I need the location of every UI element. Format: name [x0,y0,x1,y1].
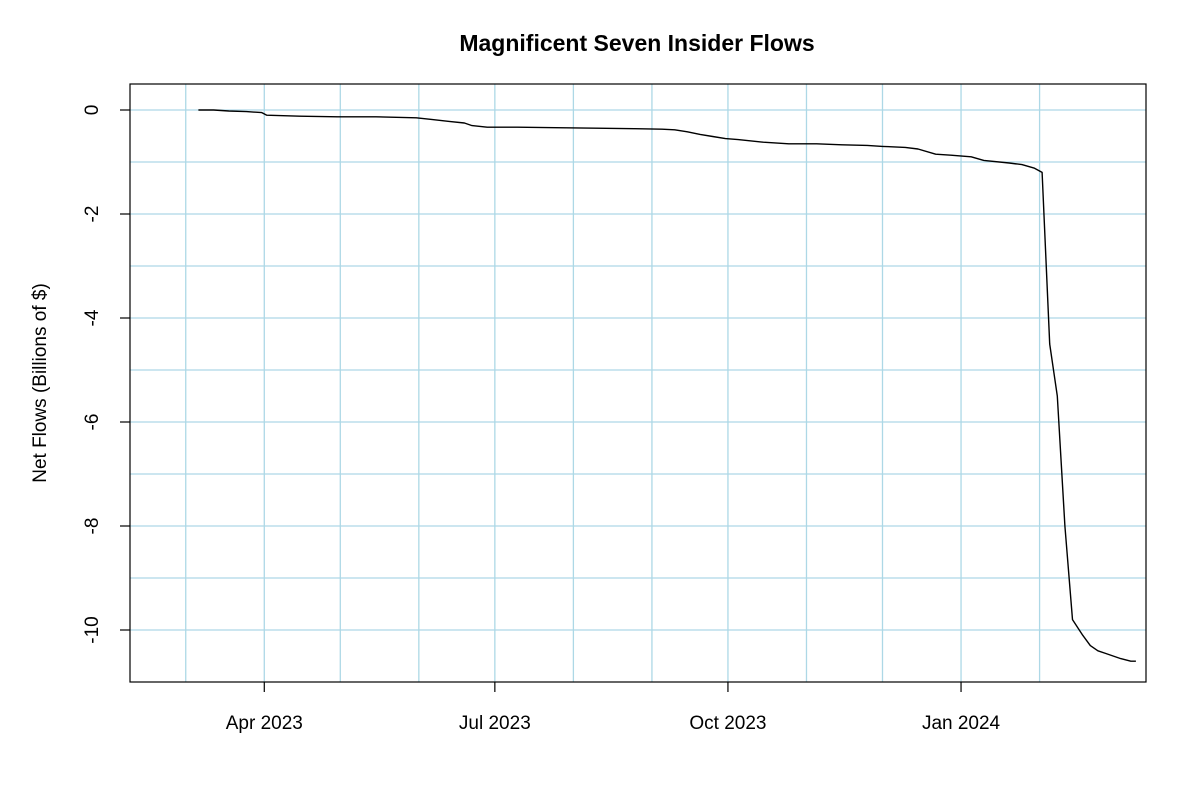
grid [130,84,1146,682]
x-axis: Apr 2023 Jul 2023 Oct 2023 Jan 2024 [226,682,1001,734]
y-axis: 0 -2 -4 -6 -8 -10 [82,105,130,644]
x-tick-label: Jan 2024 [922,713,1001,734]
x-tick-label: Jul 2023 [459,713,531,734]
y-tick-label: -4 [82,309,103,326]
x-tick-label: Oct 2023 [689,713,766,734]
y-tick-label: -10 [82,616,103,643]
series-group [198,109,1136,662]
y-tick-label: -2 [82,206,103,223]
y-tick-label: -8 [82,518,103,535]
y-tick-label: 0 [82,105,103,116]
chart-title: Magnificent Seven Insider Flows [459,30,814,56]
series-line [198,109,1136,662]
y-tick-label: -6 [82,414,103,431]
y-axis-label: Net Flows (Billions of $) [30,283,51,483]
plot-box [129,83,1147,683]
x-tick-label: Apr 2023 [226,713,303,734]
